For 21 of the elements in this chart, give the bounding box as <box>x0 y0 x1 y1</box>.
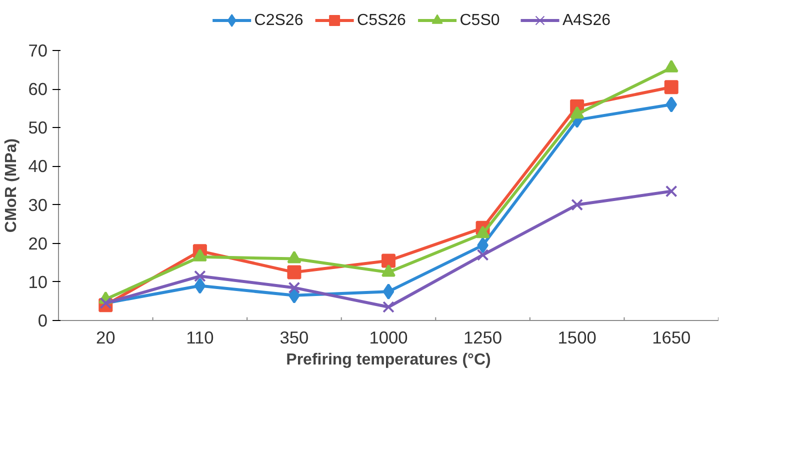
x-tick-label: 1000 <box>369 328 408 348</box>
legend-label: C2S26 <box>254 12 304 29</box>
x-tick-label: 350 <box>280 328 309 348</box>
x-tick-label: 1500 <box>558 328 596 348</box>
legend-label: C5S0 <box>460 12 500 29</box>
y-tick-label: 70 <box>28 40 48 60</box>
x-axis-title: Prefiring temperatures (°C) <box>286 352 491 368</box>
x-tick-label: 110 <box>186 328 214 348</box>
y-axis-title: CMoR (MPa) <box>3 138 20 233</box>
legend-label: C5S26 <box>357 12 406 29</box>
y-tick-label: 60 <box>28 79 48 100</box>
legend-label: A4S26 <box>562 12 611 29</box>
y-tick-label: 50 <box>28 118 48 138</box>
y-tick-label: 40 <box>28 156 48 176</box>
x-tick-label: 20 <box>96 328 116 348</box>
x-tick-label: 1250 <box>464 328 502 348</box>
x-tick-label: 1650 <box>652 328 691 348</box>
y-tick-label: 10 <box>28 272 48 292</box>
y-tick-label: 0 <box>38 310 48 330</box>
y-tick-label: 20 <box>28 233 48 254</box>
y-tick-label: 30 <box>28 194 48 215</box>
